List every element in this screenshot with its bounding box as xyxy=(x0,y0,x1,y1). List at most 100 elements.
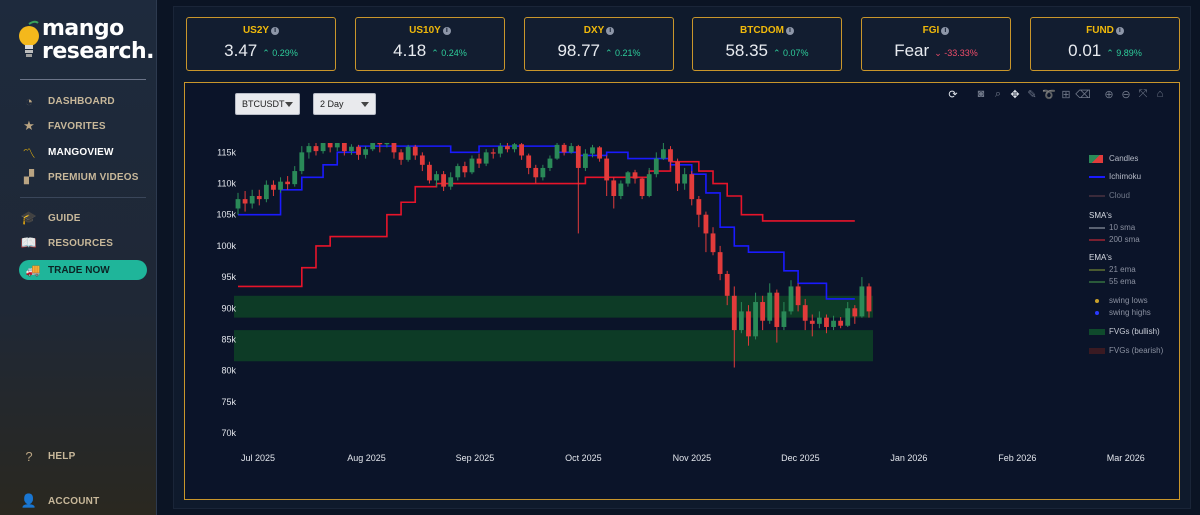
legend-swatch xyxy=(1089,239,1105,241)
candle-body xyxy=(405,146,411,160)
legend-item-fvg-bullish[interactable]: FVGs (bullish) xyxy=(1089,326,1179,338)
camera-icon[interactable]: ◙ xyxy=(977,88,985,100)
main-panel: US2Y i 3.47 ⌃ 0.29% US10Y i 4.18 ⌃ 0.24% DXY… xyxy=(173,6,1191,509)
candle-body xyxy=(724,273,730,296)
sidebar-item-resources[interactable]: 📖 RESOURCES xyxy=(20,233,150,253)
ticker-value: 58.35 xyxy=(725,41,768,60)
gauge-icon: ◔ xyxy=(25,93,33,109)
zoom-out-icon[interactable]: ⊖ xyxy=(1121,88,1131,101)
legend-swatch xyxy=(1089,227,1105,229)
info-icon[interactable]: i xyxy=(1115,26,1124,35)
x-tick-label: Dec 2025 xyxy=(781,453,820,463)
candle-body xyxy=(802,305,808,321)
candle-body xyxy=(306,146,312,153)
symbol-select[interactable]: BTCUSDT xyxy=(235,93,300,115)
autoscale-icon[interactable]: ⤧ xyxy=(1138,87,1148,100)
sidebar-item-favorites[interactable]: ★ FAVORITES xyxy=(20,116,150,136)
candle-body xyxy=(462,166,468,173)
sidebar-item-dashboard[interactable]: ◔ DASHBOARD xyxy=(20,91,150,111)
zoom-icon[interactable]: ⌕ xyxy=(994,87,1002,100)
lasso-icon[interactable]: ➰ xyxy=(1042,88,1056,101)
refresh-icon[interactable]: ⟳ xyxy=(948,88,958,101)
legend-item-55ema[interactable]: 55 ema xyxy=(1089,276,1179,288)
legend-item-10sma[interactable]: 10 sma xyxy=(1089,222,1179,234)
candle-body xyxy=(256,196,262,200)
candle-body xyxy=(533,167,539,178)
legend-item-candles[interactable]: Candles xyxy=(1089,153,1179,165)
candle-body xyxy=(653,158,659,175)
info-icon[interactable]: i xyxy=(785,26,794,35)
pencil-icon[interactable]: ✎ xyxy=(1027,88,1037,101)
sidebar-item-mangoview[interactable]: 〽 MANGOVIEW xyxy=(20,142,150,162)
candle-body xyxy=(327,143,333,148)
ticker-card-fgi[interactable]: FGI i Fear ⌄ -33.33% xyxy=(861,17,1011,71)
candle-body xyxy=(809,320,815,324)
zoom-in-icon[interactable]: ⊞ xyxy=(1061,88,1071,101)
legend-item-swing-highs[interactable]: swing highs xyxy=(1089,307,1179,319)
candle-body xyxy=(618,183,624,197)
star-icon: ★ xyxy=(23,118,35,133)
interval-select[interactable]: 2 Day xyxy=(313,93,376,115)
candlestick-chart[interactable]: 115k 110k 105k 100k 95k 90k 85k 80k 75k 70k Jul 20… xyxy=(185,83,1181,501)
eraser-icon[interactable]: ⌫ xyxy=(1075,88,1091,101)
legend-item-cloud[interactable]: Cloud xyxy=(1089,190,1179,202)
legend-label: FVGs (bullish) xyxy=(1109,327,1160,336)
candle-body xyxy=(483,152,489,164)
ticker-card-fund[interactable]: FUND i 0.01 ⌃ 9.89% xyxy=(1030,17,1180,71)
legend-swatch xyxy=(1089,269,1105,271)
ticker-card-dxy[interactable]: DXY i 98.77 ⌃ 0.21% xyxy=(524,17,674,71)
candle-body xyxy=(668,149,673,162)
brand-divider xyxy=(20,79,146,80)
legend-label: swing lows xyxy=(1109,296,1148,305)
trade-now-button[interactable]: 🚚 TRADE NOW xyxy=(19,260,147,280)
info-icon[interactable]: i xyxy=(941,26,950,35)
candle-body xyxy=(646,174,652,197)
x-tick-label: Feb 2026 xyxy=(998,453,1036,463)
candle-body xyxy=(597,147,602,159)
candle-body xyxy=(554,144,560,159)
candle-body xyxy=(448,177,454,187)
legend-item-swing-lows[interactable]: swing lows xyxy=(1089,295,1179,307)
ticker-title: US2Y i xyxy=(187,25,335,36)
sidebar-item-account[interactable]: 👤 ACCOUNT xyxy=(20,491,150,511)
ticker-change-value: -33.33% xyxy=(944,48,978,58)
pan-icon[interactable]: ✥ xyxy=(1010,88,1020,101)
ticker-card-us2y[interactable]: US2Y i 3.47 ⌃ 0.29% xyxy=(186,17,336,71)
candle-body xyxy=(568,146,574,153)
legend-swatch xyxy=(1095,299,1099,303)
ichimoku-line xyxy=(238,145,855,300)
legend-item-fvg-bearish[interactable]: FVGs (bearish) xyxy=(1089,345,1179,357)
candle-body xyxy=(384,143,390,145)
candle-body xyxy=(285,181,291,185)
ticker-card-btcdom[interactable]: BTCDOM i 58.35 ⌃ 0.07% xyxy=(692,17,842,71)
legend-label: 21 ema xyxy=(1109,265,1136,274)
sidebar-item-premium-videos[interactable]: ▞ PREMIUM VIDEOS xyxy=(20,167,150,187)
reset-axes-icon[interactable]: ⌂ xyxy=(1156,88,1164,100)
question-icon: ? xyxy=(25,448,33,464)
info-icon[interactable]: i xyxy=(271,26,280,35)
trade-now-label: TRADE NOW xyxy=(48,264,110,276)
chart-line-icon: 〽 xyxy=(22,145,36,161)
candle-body xyxy=(625,172,631,184)
sidebar-item-help[interactable]: ? HELP xyxy=(20,446,150,466)
candle-body xyxy=(824,317,829,327)
fvg-bullish-zone xyxy=(234,295,873,318)
zoom-in-box-icon[interactable]: ⊕ xyxy=(1104,88,1114,101)
legend-item-200sma[interactable]: 200 sma xyxy=(1089,234,1179,246)
sidebar-item-guide[interactable]: 🎓 GUIDE xyxy=(20,208,150,228)
fvg-bullish-zone xyxy=(234,330,873,362)
candle-body xyxy=(455,166,461,178)
sma200-line xyxy=(238,160,855,288)
candle-body xyxy=(682,174,688,184)
legend-label: Cloud xyxy=(1109,191,1130,200)
legend-item-ichimoku[interactable]: Ichimoku xyxy=(1089,171,1179,183)
candle-body xyxy=(377,143,383,145)
brand-name: mango research. xyxy=(42,17,155,63)
sidebar: mango research. ◔ DASHBOARD ★ FAVORITES … xyxy=(0,0,157,515)
brand-logo[interactable]: mango research. xyxy=(18,14,155,74)
ticker-card-us10y[interactable]: US10Y i 4.18 ⌃ 0.24% xyxy=(355,17,505,71)
legend-item-21ema[interactable]: 21 ema xyxy=(1089,264,1179,276)
ticker-change: ⌃ 0.29% xyxy=(262,48,298,58)
info-icon[interactable]: i xyxy=(442,26,451,35)
info-icon[interactable]: i xyxy=(606,26,615,35)
